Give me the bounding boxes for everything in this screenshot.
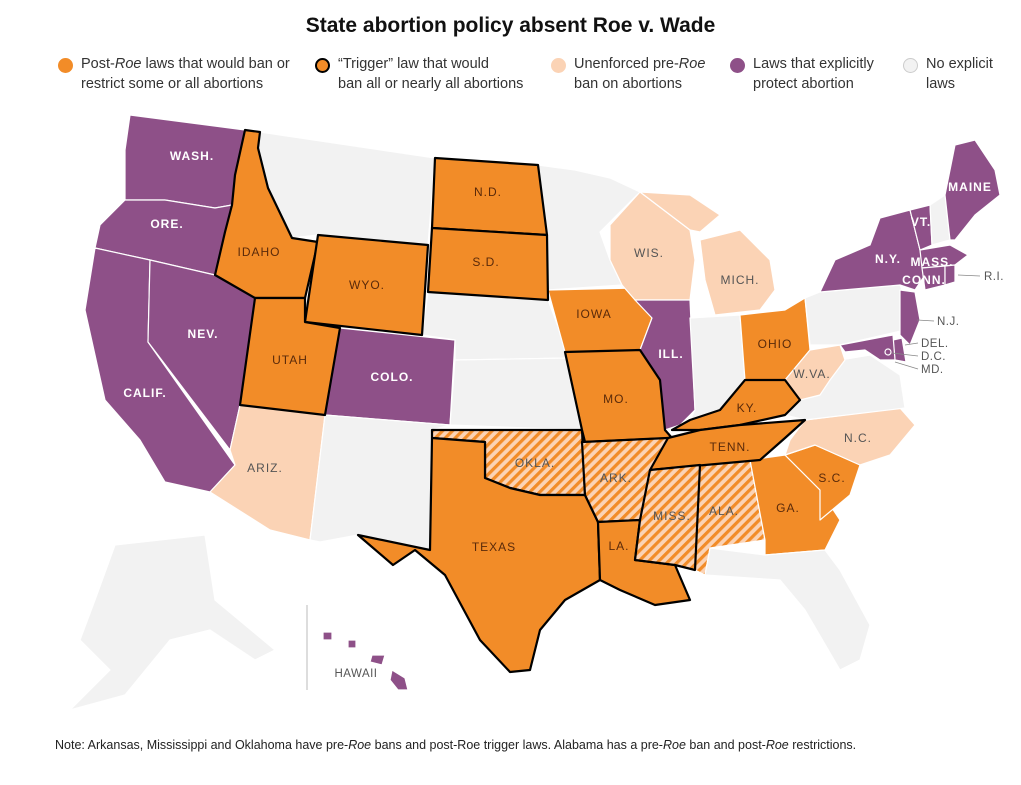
- label-id: IDAHO: [237, 245, 280, 259]
- label-oh: OHIO: [758, 337, 793, 351]
- legend-item-none: No explicit laws: [903, 55, 993, 94]
- label-or: ORE.: [150, 217, 183, 231]
- label-co: COLO.: [371, 370, 414, 384]
- label-nj: N.J.: [937, 316, 959, 328]
- legend-label-none: No explicit laws: [926, 56, 993, 92]
- legend-label-post-roe: Post-Roe laws that would ban or restrict …: [81, 56, 290, 92]
- state-wyoming[interactable]: [303, 233, 430, 337]
- label-hi: HAWAII: [334, 668, 377, 680]
- label-nc: N.C.: [844, 431, 872, 445]
- state-rhode-island[interactable]: [944, 264, 956, 286]
- label-ar: ARK.: [600, 471, 632, 485]
- label-sd: S.D.: [472, 255, 499, 269]
- label-al: ALA.: [709, 504, 739, 518]
- state-new-jersey[interactable]: [899, 289, 921, 346]
- label-ok: OKLA.: [515, 456, 555, 470]
- state-kansas[interactable]: [449, 357, 583, 431]
- legend-item-trigger: “Trigger” law that would ban all or nearl…: [315, 55, 523, 94]
- state-maryland[interactable]: [839, 334, 896, 361]
- state-texas[interactable]: [356, 436, 602, 674]
- label-mo: MO.: [603, 392, 629, 406]
- label-sc: S.C.: [818, 471, 845, 485]
- label-ky: KY.: [737, 401, 758, 415]
- label-nv: NEV.: [188, 327, 219, 341]
- label-wv: W.VA.: [793, 367, 830, 381]
- label-wy: WYO.: [349, 278, 385, 292]
- label-ga: GA.: [776, 501, 800, 515]
- state-new-mexico[interactable]: [309, 414, 451, 551]
- label-vt: VT.: [911, 215, 931, 229]
- label-il: ILL.: [658, 347, 683, 361]
- label-tn: TENN.: [710, 440, 751, 454]
- legend-item-unenforced: Unenforced pre-Roe ban on abortions: [551, 55, 705, 94]
- state-utah[interactable]: [238, 296, 342, 417]
- state-mississippi[interactable]: [633, 463, 702, 572]
- footnote: Note: Arkansas, Mississippi and Oklahoma…: [55, 738, 857, 752]
- label-ma: MASS.: [910, 255, 953, 269]
- state-hawaii-maui[interactable]: [369, 654, 386, 666]
- legend-swatch-protect: [730, 58, 745, 73]
- map-title: State abortion policy absent Roe v. Wade: [305, 14, 716, 37]
- state-alaska[interactable]: [69, 534, 276, 711]
- label-nd: N.D.: [474, 185, 502, 199]
- label-ms: MISS.: [653, 509, 691, 523]
- state-north-carolina[interactable]: [784, 407, 916, 466]
- state-michigan-upper[interactable]: [639, 191, 721, 233]
- label-me: MAINE: [948, 180, 992, 194]
- legend-item-protect: Laws that explicitly protect abortion: [730, 55, 874, 94]
- label-de: DEL.: [921, 338, 949, 350]
- state-missouri[interactable]: [563, 348, 674, 444]
- state-dc-marker[interactable]: [884, 348, 892, 356]
- legend-label-unenforced: Unenforced pre-Roe ban on abortions: [574, 56, 706, 92]
- state-south-dakota[interactable]: [426, 226, 550, 302]
- label-ri: R.I.: [984, 271, 1004, 283]
- legend-swatch-none: [903, 58, 918, 73]
- label-mi: MICH.: [721, 273, 760, 287]
- legend-item-post-roe: Post-Roe laws that would ban or restrict …: [58, 55, 290, 94]
- legend-label-protect: Laws that explicitly protect abortion: [753, 56, 874, 92]
- leader-lines: [891, 274, 981, 370]
- label-ia: IOWA: [576, 307, 612, 321]
- state-west-virginia[interactable]: [784, 344, 846, 401]
- label-tx: TEXAS: [472, 540, 516, 554]
- label-wa: WASH.: [170, 149, 214, 163]
- state-florida[interactable]: [704, 547, 871, 671]
- state-hawaii-kauai[interactable]: [322, 631, 333, 641]
- state-pennsylvania[interactable]: [804, 284, 911, 346]
- label-la: LA.: [608, 539, 629, 553]
- legend-swatch-post-roe: [58, 58, 73, 73]
- state-michigan[interactable]: [699, 229, 776, 316]
- label-dc: D.C.: [921, 351, 946, 363]
- state-maine[interactable]: [944, 139, 1001, 241]
- state-hawaii[interactable]: [389, 669, 409, 691]
- state-hawaii-oahu[interactable]: [347, 639, 357, 649]
- label-ct: CONN.: [902, 273, 946, 287]
- label-ut: UTAH: [272, 353, 308, 367]
- label-wi: WIS.: [634, 246, 664, 260]
- label-az: ARIZ.: [247, 461, 283, 475]
- label-md: MD.: [921, 364, 944, 376]
- legend-label-trigger: “Trigger” law that would ban all or nearl…: [338, 56, 524, 92]
- state-massachusetts[interactable]: [919, 244, 969, 269]
- label-ny: N.Y.: [875, 252, 901, 266]
- label-ca: CALIF.: [123, 386, 166, 400]
- legend-swatch-trigger: [315, 58, 330, 73]
- legend-swatch-unenforced: [551, 58, 566, 73]
